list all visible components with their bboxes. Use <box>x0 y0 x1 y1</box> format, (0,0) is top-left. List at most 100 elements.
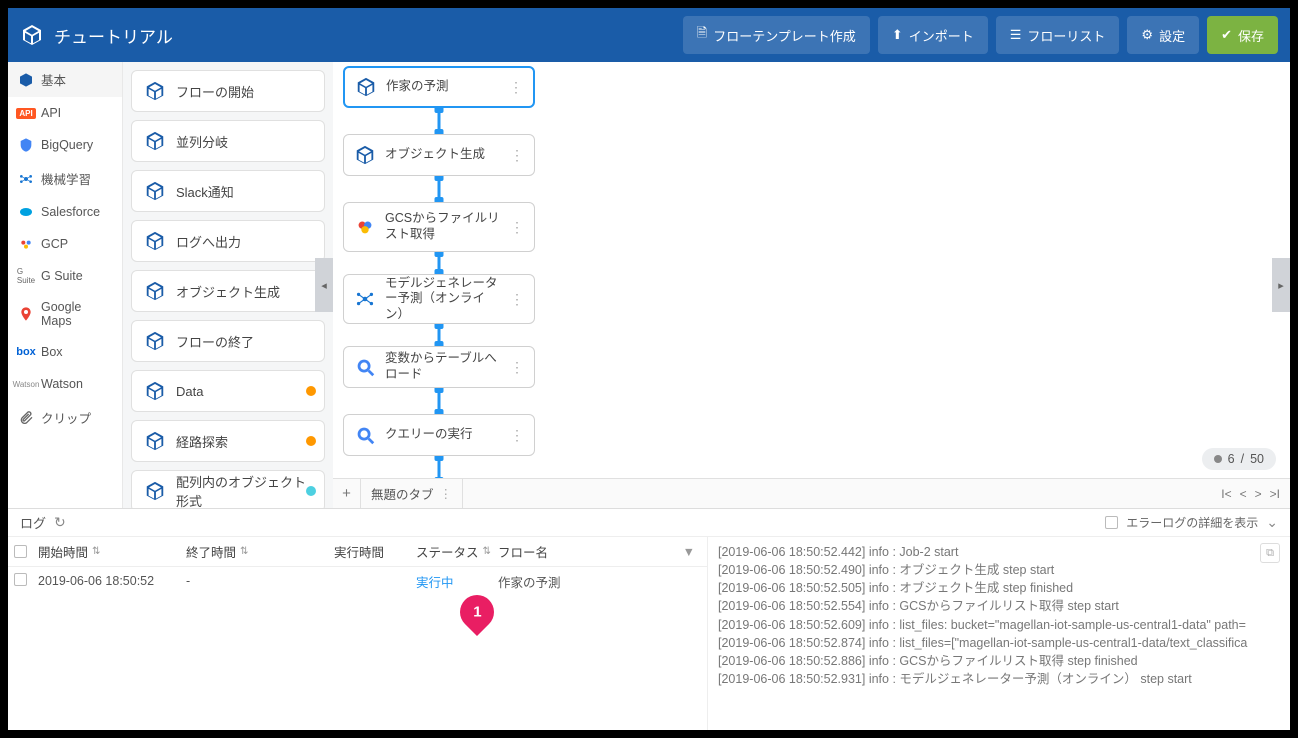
category-sidebar: 基本APIAPI BigQuery 機械学習Salesforce GCP G Suite… <box>8 62 123 508</box>
node-label: オブジェクト生成 <box>385 147 501 163</box>
row-start-time: 2019-06-06 18:50:52 <box>38 574 186 588</box>
save-button[interactable]: ✔保存 <box>1207 16 1278 54</box>
log-refresh-button[interactable]: ↻ <box>54 514 66 531</box>
node-menu-button[interactable]: ⋮ <box>508 147 526 164</box>
palette-block[interactable]: Slack通知 <box>131 170 325 212</box>
tab-next-button[interactable]: > <box>1255 487 1262 501</box>
palette-block[interactable]: 並列分岐 <box>131 120 325 162</box>
category-salesforce[interactable]: Salesforce <box>8 196 122 228</box>
ml-icon <box>18 171 34 187</box>
settings-button[interactable]: ⚙設定 <box>1127 16 1199 54</box>
category-gsuite[interactable]: G SuiteG Suite <box>8 260 122 292</box>
col-start[interactable]: 開始時間 <box>38 542 88 561</box>
chevron-down-icon[interactable]: ⌄ <box>1266 514 1278 531</box>
category-label: BigQuery <box>41 138 93 152</box>
tab-menu-icon[interactable]: ⋮ <box>440 486 453 501</box>
flow-connector <box>438 176 441 202</box>
flow-connector <box>438 388 441 414</box>
block-label: 並列分岐 <box>176 132 228 151</box>
tab-first-button[interactable]: I< <box>1221 487 1231 501</box>
row-checkbox[interactable] <box>14 573 27 586</box>
flow-node[interactable]: GCSからファイルリスト取得⋮ <box>343 202 535 252</box>
flow-node[interactable]: 変数からテーブルへロード⋮ <box>343 346 535 388</box>
category-ml[interactable]: 機械学習 <box>8 161 122 196</box>
flow-canvas[interactable]: 作家の予測⋮オブジェクト生成⋮GCSからファイルリスト取得⋮モデルジェネレーター… <box>333 62 1290 508</box>
log-table: 開始時間 ⇅ 終了時間 ⇅ 実行時間 ステータス ⇅ フロー名 ▼ 2019-06-0… <box>8 537 708 730</box>
sort-icon[interactable]: ⇅ <box>483 546 491 557</box>
palette-block[interactable]: ログへ出力 <box>131 220 325 262</box>
node-menu-button[interactable]: ⋮ <box>508 291 526 308</box>
cube-icon <box>142 428 168 454</box>
palette-block[interactable]: フローの開始 <box>131 70 325 112</box>
log-output: ⧉ [2019-06-06 18:50:52.442] info : Job-2… <box>708 537 1290 730</box>
tab-last-button[interactable]: >I <box>1270 487 1280 501</box>
add-tab-button[interactable]: + <box>333 479 361 508</box>
flow-node[interactable]: 作家の予測⋮ <box>343 66 535 108</box>
error-detail-checkbox[interactable] <box>1105 516 1118 529</box>
palette-block[interactable]: フローの終了 <box>131 320 325 362</box>
flow-node[interactable]: モデルジェネレーター予測（オンライン）⋮ <box>343 274 535 324</box>
cube-icon <box>142 478 168 504</box>
palette-collapse-toggle[interactable]: ◂ <box>315 258 333 312</box>
category-clip[interactable]: クリップ <box>8 400 122 435</box>
category-api[interactable]: APIAPI <box>8 97 122 129</box>
select-all-checkbox[interactable] <box>14 545 27 558</box>
flow-connector <box>438 324 441 346</box>
category-gcp[interactable]: GCP <box>8 228 122 260</box>
cube-icon <box>142 228 168 254</box>
annotation-marker: 1 <box>460 595 494 639</box>
row-end-time: - <box>186 574 334 588</box>
category-watson[interactable]: WatsonWatson <box>8 368 122 400</box>
col-end[interactable]: 終了時間 <box>186 542 236 561</box>
category-box[interactable]: boxBox <box>8 336 122 368</box>
category-bigquery[interactable]: BigQuery <box>8 129 122 161</box>
filter-icon[interactable]: ▼ <box>683 545 701 559</box>
block-label: 経路探索 <box>176 432 228 451</box>
category-basic[interactable]: 基本 <box>8 62 122 97</box>
category-gmaps[interactable]: Google Maps <box>8 292 122 336</box>
sort-icon[interactable]: ⇅ <box>240 546 248 557</box>
node-label: クエリーの実行 <box>385 427 501 443</box>
block-badge-icon <box>306 436 316 446</box>
app-header: チュートリアル 🗎フローテンプレート作成 ⬆インポート ☰フローリスト ⚙設定 … <box>8 8 1290 62</box>
flow-node[interactable]: オブジェクト生成 ⋮ <box>343 134 535 176</box>
col-name[interactable]: フロー名 <box>498 542 548 561</box>
col-duration[interactable]: 実行時間 <box>334 542 384 561</box>
block-label: Slack通知 <box>176 182 234 201</box>
node-menu-button[interactable]: ⋮ <box>508 427 526 444</box>
btn-label: インポート <box>909 26 974 45</box>
btn-label: 保存 <box>1238 26 1264 45</box>
tab-prev-button[interactable]: < <box>1240 487 1247 501</box>
log-title: ログ <box>20 513 46 532</box>
flow-node[interactable]: クエリーの実行 ⋮ <box>343 414 535 456</box>
gcp-icon <box>18 236 34 252</box>
log-row[interactable]: 2019-06-06 18:50:52 - 実行中 作家の予測 1 <box>8 567 707 595</box>
col-status[interactable]: ステータス <box>416 542 479 561</box>
block-label: ログへ出力 <box>176 232 241 251</box>
palette-block[interactable]: Data <box>131 370 325 412</box>
flow-list-button[interactable]: ☰フローリスト <box>996 16 1120 54</box>
palette-block[interactable]: 配列内のオブジェクト形式 <box>131 470 325 508</box>
canvas-tab[interactable]: 無題のタブ ⋮ <box>361 479 463 508</box>
cube-icon <box>142 178 168 204</box>
gcp-icon <box>352 214 378 240</box>
cube-icon <box>352 142 378 168</box>
copy-log-button[interactable]: ⧉ <box>1260 543 1280 563</box>
node-menu-button[interactable]: ⋮ <box>508 219 526 236</box>
category-label: GCP <box>41 237 68 251</box>
sort-icon[interactable]: ⇅ <box>92 546 100 557</box>
flow-template-create-button[interactable]: 🗎フローテンプレート作成 <box>683 16 870 54</box>
cube-icon <box>353 74 379 100</box>
cube-icon <box>142 78 168 104</box>
palette-block[interactable]: 経路探索 <box>131 420 325 462</box>
api-icon: API <box>18 105 34 121</box>
palette-block[interactable]: オブジェクト生成 <box>131 270 325 312</box>
node-menu-button[interactable]: ⋮ <box>507 79 525 96</box>
node-menu-button[interactable]: ⋮ <box>508 359 526 376</box>
log-header: ログ ↻ エラーログの詳細を表示 ⌄ <box>8 509 1290 537</box>
btn-label: 設定 <box>1159 26 1185 45</box>
right-panel-collapse-toggle[interactable]: ▸ <box>1272 258 1290 312</box>
btn-label: フローテンプレート作成 <box>713 26 856 45</box>
block-badge-icon <box>306 386 316 396</box>
import-button[interactable]: ⬆インポート <box>878 16 988 54</box>
